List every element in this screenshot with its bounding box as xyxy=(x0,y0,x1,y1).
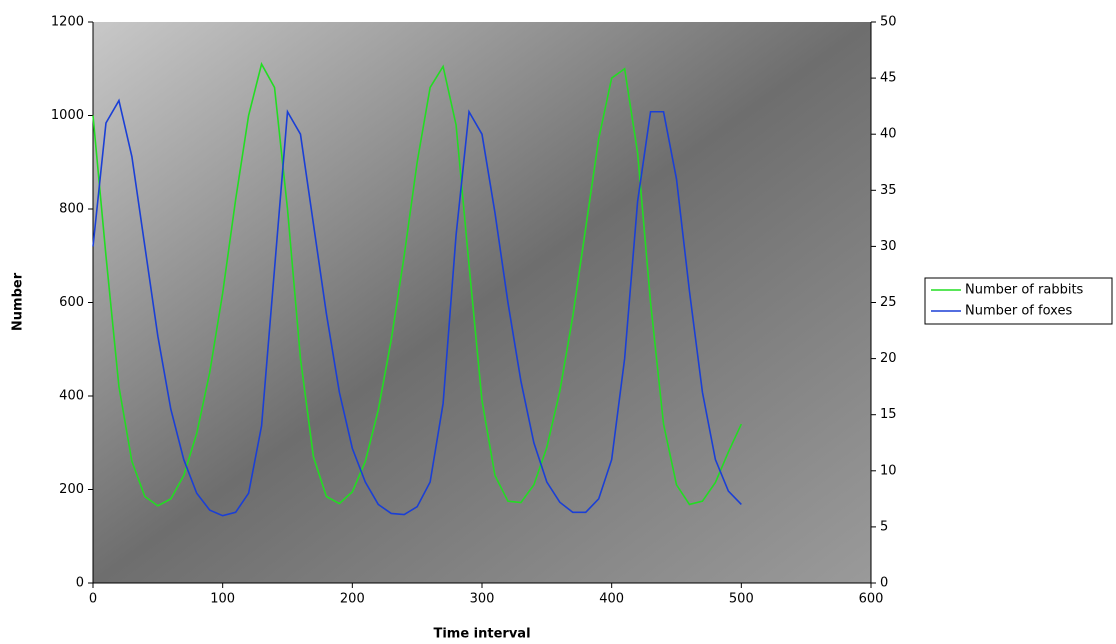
y2-tick-label: 50 xyxy=(880,15,897,30)
y-tick-label: 1200 xyxy=(51,15,84,30)
y2-tick-label: 40 xyxy=(880,127,897,142)
x-tick-label: 200 xyxy=(340,592,365,607)
y-axis-title: Number xyxy=(11,272,26,331)
y2-tick-label: 0 xyxy=(880,576,888,591)
y2-tick-label: 10 xyxy=(880,463,897,478)
x-tick-label: 600 xyxy=(859,592,884,607)
y-tick-label: 600 xyxy=(59,295,84,310)
line-series xyxy=(92,98,742,517)
y2-tick-label: 15 xyxy=(880,407,897,422)
line-series xyxy=(92,61,743,507)
y2-tick-label: 5 xyxy=(880,519,888,534)
legend-box xyxy=(924,277,1113,325)
x-tick-label: 500 xyxy=(729,592,754,607)
y2-tick-label: 45 xyxy=(880,71,897,86)
y2-tick-label: 20 xyxy=(880,351,897,366)
legend-label: Number of foxes xyxy=(965,304,1072,319)
y-tick-label: 0 xyxy=(76,576,84,591)
y2-tick-label: 35 xyxy=(880,183,897,198)
x-axis-title: Time interval xyxy=(433,627,530,642)
y-tick-label: 400 xyxy=(59,389,84,404)
plot-background xyxy=(93,22,871,583)
legend-label: Number of rabbits xyxy=(965,283,1084,298)
x-tick-label: 100 xyxy=(210,592,235,607)
x-tick-label: 400 xyxy=(599,592,624,607)
x-tick-label: 0 xyxy=(89,592,97,607)
y-tick-label: 800 xyxy=(59,202,84,217)
y2-tick-label: 25 xyxy=(880,295,897,310)
y2-tick-label: 30 xyxy=(880,239,897,254)
y-tick-label: 1000 xyxy=(51,108,84,123)
y-tick-label: 200 xyxy=(59,482,84,497)
x-tick-label: 300 xyxy=(470,592,495,607)
